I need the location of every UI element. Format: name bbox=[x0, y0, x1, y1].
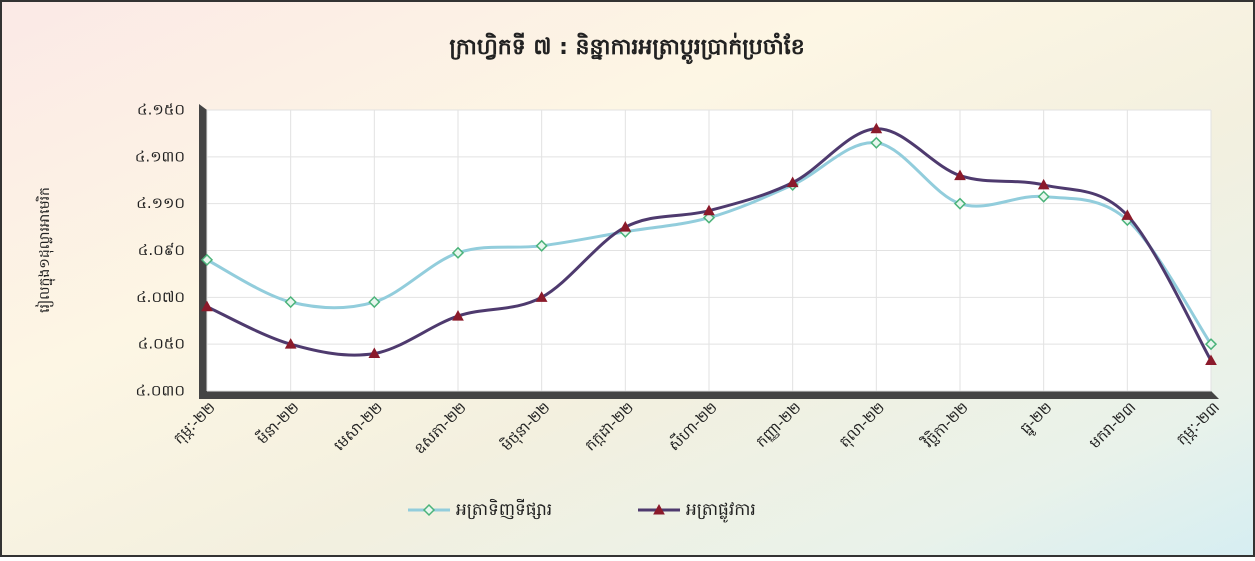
legend-label: អត្រាផ្លូវការ bbox=[686, 500, 756, 523]
y-tick-label: ៤.១៣០ bbox=[135, 147, 185, 165]
chart: ក្រាហ្វិកទី ៧ : និន្នាការអត្រាប្តូរប្រាក… bbox=[0, 0, 1255, 557]
y-tick-label: ៤.១១០ bbox=[136, 194, 185, 212]
y-tick-label: ៤.០៩០ bbox=[138, 241, 185, 259]
y-tick-label: ៤.០៧០ bbox=[136, 288, 185, 306]
legend-label: អត្រាទិញទីផ្សារ bbox=[456, 498, 552, 520]
y-tick-label: ៤.០៥០ bbox=[138, 335, 185, 353]
y-tick-label: ៤.០៣០ bbox=[136, 382, 185, 400]
y-tick-label: ៤.១៥០ bbox=[137, 101, 185, 119]
y-axis-label: រៀលក្នុង១ដុល្លារអាមេរិក bbox=[35, 187, 56, 313]
